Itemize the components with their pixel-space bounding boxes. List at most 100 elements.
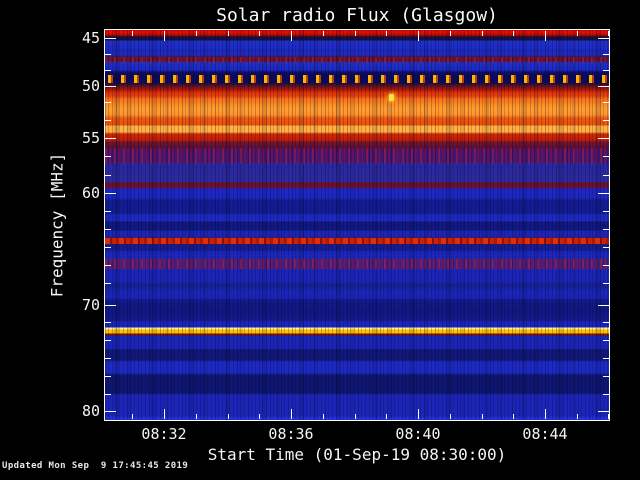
axis-tick-mark [603,265,609,266]
x-tick-label: 08:36 [268,425,314,443]
axis-tick-mark [259,414,260,419]
axis-tick-mark [323,31,324,36]
axis-tick-mark [196,414,197,419]
x-tick-label: 08:44 [522,425,568,443]
noise-striation-fine [105,30,609,420]
y-tick-label: 55 [81,129,100,147]
axis-tick-mark [386,31,387,36]
axis-tick-mark [259,31,260,36]
axis-tick-mark [196,31,197,36]
y-tick-label: 45 [81,29,100,47]
y-tick-label: 60 [81,184,100,202]
axis-tick-mark [577,414,578,419]
axis-tick-mark [105,86,116,87]
axis-tick-mark [105,247,111,248]
axis-tick-mark [598,305,609,306]
axis-tick-mark [608,414,609,419]
axis-tick-mark [482,414,483,419]
axis-tick-mark [105,175,111,176]
point-burst-marker [389,94,394,101]
y-tick-label: 50 [81,77,100,95]
noise-striation-coarse [105,30,609,420]
axis-tick-mark [132,414,133,419]
axis-tick-mark [105,340,111,341]
chart-title: Solar radio Flux (Glasgow) [216,5,498,26]
x-axis-title: Start Time (01-Sep-19 08:30:00) [207,445,507,464]
axis-tick-mark [291,31,292,41]
axis-tick-mark [418,409,419,419]
axis-tick-mark [105,211,111,212]
updated-timestamp: Updated Mon Sep 9 17:45:45 2019 [2,461,189,471]
plot-area [104,29,610,421]
x-tick-label: 08:40 [395,425,441,443]
axis-tick-mark [603,70,609,71]
y-tick-label: 80 [81,402,100,420]
axis-tick-mark [386,414,387,419]
axis-tick-mark [577,31,578,36]
axis-tick-mark [105,70,111,71]
axis-tick-mark [105,265,111,266]
axis-tick-mark [603,283,609,284]
axis-tick-mark [105,193,116,194]
axis-tick-mark [513,31,514,36]
axis-tick-mark [323,414,324,419]
axis-tick-mark [105,229,111,230]
axis-tick-mark [603,340,609,341]
axis-tick-mark [603,54,609,55]
axis-tick-mark [105,138,116,139]
axis-tick-mark [228,414,229,419]
axis-tick-mark [513,414,514,419]
axis-tick-mark [105,305,116,306]
axis-tick-mark [105,156,111,157]
axis-tick-mark [105,322,111,323]
axis-tick-mark [132,31,133,36]
axis-tick-mark [355,414,356,419]
axis-tick-mark [603,229,609,230]
axis-tick-mark [603,376,609,377]
axis-tick-mark [603,211,609,212]
axis-tick-mark [450,31,451,36]
axis-tick-mark [105,54,111,55]
spectrogram-heatmap [105,30,609,420]
y-tick-label: 70 [81,296,100,314]
axis-tick-mark [545,409,546,419]
purple-mottle-band-47mhz [105,57,609,63]
axis-tick-mark [603,120,609,121]
dotted-carrier-49mhz [105,75,609,83]
x-tick-label: 08:32 [141,425,187,443]
axis-tick-mark [105,102,111,103]
axis-tick-mark [105,376,111,377]
axis-tick-mark [598,411,609,412]
axis-tick-mark [105,38,116,39]
axis-tick-mark [603,394,609,395]
axis-tick-mark [291,409,292,419]
axis-tick-mark [450,414,451,419]
axis-tick-mark [105,394,111,395]
axis-tick-mark [105,283,111,284]
axis-tick-mark [603,102,609,103]
axis-tick-mark [164,31,165,41]
y-axis-title: Frequency [MHz] [47,152,67,298]
axis-tick-mark [603,358,609,359]
axis-tick-mark [603,322,609,323]
axis-tick-mark [598,138,609,139]
axis-tick-mark [603,247,609,248]
axis-tick-mark [603,175,609,176]
axis-tick-mark [598,86,609,87]
axis-tick-mark [164,409,165,419]
axis-tick-mark [228,31,229,36]
axis-tick-mark [482,31,483,36]
speckled-band-64mhz [105,238,609,244]
axis-tick-mark [608,31,609,36]
axis-tick-mark [105,411,116,412]
axis-tick-mark [598,38,609,39]
axis-tick-mark [418,31,419,41]
axis-tick-mark [545,31,546,41]
axis-tick-mark [598,193,609,194]
axis-tick-mark [105,358,111,359]
axis-tick-mark [603,156,609,157]
axis-tick-mark [355,31,356,36]
purple-mottle-band-66mhz [105,259,609,269]
axis-tick-mark [105,120,111,121]
